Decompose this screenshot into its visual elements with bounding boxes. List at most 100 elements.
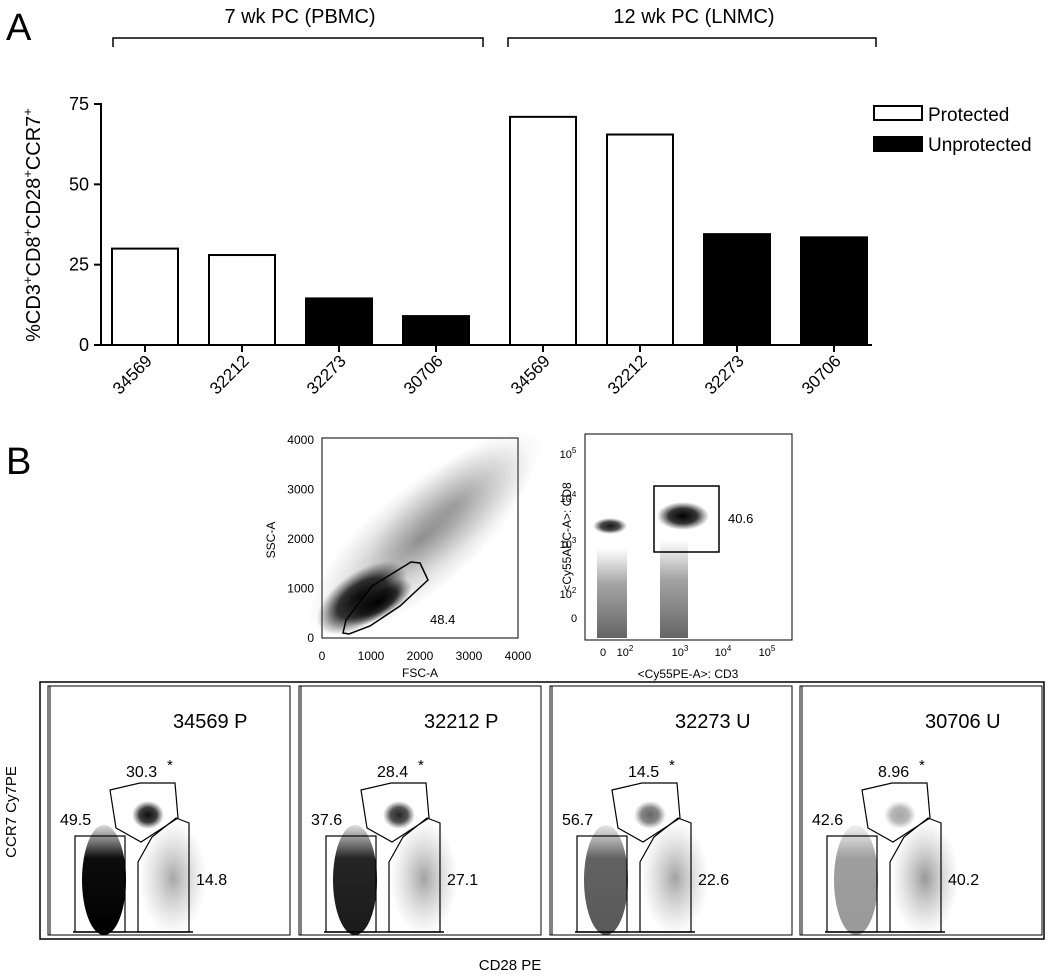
cd8-cd3-mid-streak	[660, 540, 688, 638]
x-tick-label-4: 30706	[400, 351, 447, 398]
ssc-fsc-ylabel: SSC-A	[264, 522, 278, 559]
svg-text:0: 0	[600, 647, 606, 659]
top-gate-value: 8.96	[878, 764, 909, 781]
legend-swatch-unprotected	[873, 136, 923, 152]
subpanel-title: 32212 P	[424, 711, 499, 733]
bar-2	[208, 254, 276, 347]
subpanel-4: 30706 U 8.96 * 42.6 40.2	[799, 685, 1043, 936]
right-population	[891, 820, 959, 936]
fsc-tick-label-3: 3000	[456, 649, 483, 663]
y-axis-label: %CD3+CD8+CD28+CCR7+	[20, 108, 45, 342]
bar-7	[703, 233, 771, 346]
x-tick-label-3: 32273	[303, 351, 350, 398]
legend: Protected Unprotected	[873, 105, 1032, 156]
ssc-tick-label-2: 2000	[287, 532, 314, 546]
fsc-tick-label-0: 0	[319, 649, 326, 663]
significance-asterisk: *	[167, 757, 173, 774]
x-tick-labels: 34569 32212 32273 30706 34569 32212 32273 30706	[109, 345, 845, 398]
ssc-tick-label-4: 4000	[287, 433, 314, 447]
y-ticks: 0 25 50 75	[69, 94, 101, 355]
top-gate-value: 14.5	[628, 764, 659, 781]
legend-label-unprotected: Unprotected	[928, 135, 1032, 156]
left-gate-value: 42.6	[812, 812, 843, 829]
legend-label-protected: Protected	[928, 105, 1009, 126]
subpanel-xlabel: CD28 PE	[479, 957, 542, 974]
cd8-cd3-ylabel: <Cy55APC-A>: CD8	[560, 482, 574, 592]
top-gate-value: 28.4	[377, 764, 408, 781]
group-label-1: 7 wk PC (PBMC)	[224, 6, 375, 28]
bar-4	[402, 315, 470, 346]
right-gate-value: 14.8	[196, 872, 227, 889]
ssc-fsc-gate	[342, 561, 429, 635]
fsc-tick-label-1: 1000	[358, 649, 385, 663]
subpanel-ylabel: CCR7 Cy7PE	[3, 766, 20, 858]
fsc-tick-label-4: 4000	[505, 649, 532, 663]
ssc-tick-label-1: 1000	[287, 582, 314, 596]
cd8-cd3-main-cluster	[657, 502, 709, 530]
legend-swatch-protected	[873, 105, 923, 121]
right-population	[641, 820, 709, 936]
ssc-fsc-dense-core	[344, 578, 412, 626]
cd8-cd3-xlabel: <Cy55PE-A>: CD3	[638, 667, 739, 681]
subpanel-3: 32273 U 14.5 * 56.7 22.6	[549, 685, 793, 936]
cd8-cd3-gate-value: 40.6	[728, 511, 753, 526]
subpanel-1: 34569 P 30.3 * 49.5 14.8	[47, 685, 291, 936]
subpanel-title: 32273 U	[675, 711, 751, 733]
bar-5	[509, 115, 577, 346]
x-tick-label-2: 32212	[206, 351, 253, 398]
svg-text:104: 104	[715, 644, 732, 659]
subpanel-title: 30706 U	[925, 711, 1001, 733]
y-tick-label-1: 25	[69, 255, 89, 275]
top-population	[132, 801, 164, 829]
left-population	[584, 825, 628, 935]
significance-asterisk: *	[418, 757, 424, 774]
fsc-tick-label-2: 2000	[407, 649, 434, 663]
top-gate	[861, 782, 931, 843]
cd8-cd3-xticks: 0 102 103 104 105	[600, 644, 776, 659]
left-population	[834, 825, 878, 935]
left-gate-value: 49.5	[60, 812, 91, 829]
ssc-fsc-xlabel: FSC-A	[402, 666, 438, 680]
significance-asterisk: *	[669, 757, 675, 774]
subpanel-strip-frame	[39, 681, 1045, 940]
cd8-cd3-plot: 40.6 105 104 103 102 0 0 102 103 104 105…	[560, 433, 793, 681]
ssc-tick-label-3: 3000	[287, 483, 314, 497]
x-tick-label-1: 34569	[109, 351, 156, 398]
bar-3	[305, 297, 373, 347]
panel-b-letter: B	[6, 441, 31, 483]
ssc-fsc-haze-2	[366, 427, 544, 583]
y-tick-label-3: 75	[69, 94, 89, 114]
right-population	[390, 820, 458, 936]
top-population	[884, 801, 916, 829]
bar-8	[800, 236, 868, 346]
cd8-cd3-gate	[653, 485, 720, 553]
y-tick-label-0: 0	[79, 335, 89, 355]
x-tick-label-7: 32273	[701, 351, 748, 398]
group-label-2: 12 wk PC (LNMC)	[613, 6, 774, 28]
x-tick-label-8: 30706	[798, 351, 845, 398]
right-gate-value: 40.2	[948, 872, 979, 889]
top-population	[634, 801, 666, 829]
x-tick-label-5: 34569	[507, 351, 554, 398]
svg-text:105: 105	[560, 446, 577, 461]
y-tick-label-2: 50	[69, 174, 89, 194]
x-tick-label-6: 32212	[604, 351, 651, 398]
right-population	[139, 820, 207, 936]
subpanel-title: 34569 P	[173, 711, 248, 733]
right-gate-value: 27.1	[447, 872, 478, 889]
top-gate-value: 30.3	[126, 764, 157, 781]
top-gate	[611, 782, 681, 843]
left-population	[82, 825, 126, 935]
ssc-fsc-ticks: 00 1000 1000 2000 2000 3000 3000 4000 4000	[287, 433, 531, 663]
ssc-fsc-plot: 48.4 0010001000200020003000300040004000 …	[264, 427, 544, 680]
ssc-fsc-gate-value: 48.4	[430, 612, 455, 627]
subpanel-2: 32212 P 28.4 * 37.6 27.1	[298, 685, 542, 936]
top-gate	[360, 782, 430, 843]
top-population	[383, 801, 415, 829]
group-bracket-2: 12 wk PC (LNMC)	[507, 6, 877, 47]
bar-6	[606, 133, 674, 346]
ccr7-cd28-subpanels: 34569 P 30.3 * 49.5 14.8 32212 P 28.4 * 37.6 27.1…	[47, 685, 1043, 936]
svg-text:103: 103	[672, 644, 689, 659]
top-gate	[109, 782, 179, 843]
